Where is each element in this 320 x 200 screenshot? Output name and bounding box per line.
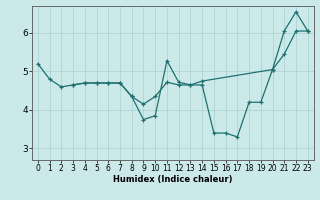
X-axis label: Humidex (Indice chaleur): Humidex (Indice chaleur) [113,175,233,184]
